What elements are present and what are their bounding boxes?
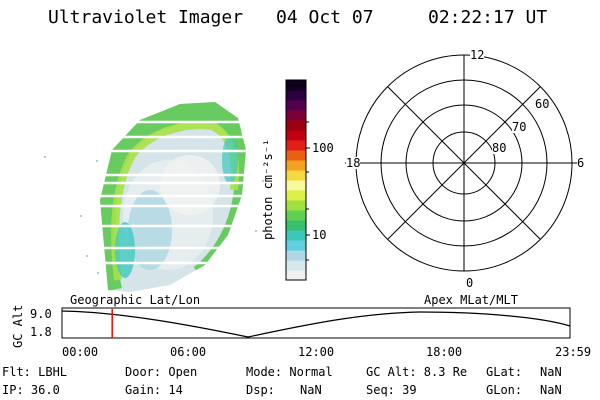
colorbar-cell	[286, 260, 306, 271]
geographic-title: Geographic Lat/Lon	[70, 293, 201, 307]
date-label: 04 Oct 07	[276, 7, 374, 28]
altitude-curve	[61, 310, 571, 338]
altitude-min-label: 1.8	[30, 325, 52, 339]
colorbar-cell	[286, 250, 306, 261]
status-seq: Seq: 39	[366, 383, 417, 397]
colorbar-cell	[286, 90, 306, 101]
colorbar-cell	[286, 160, 306, 171]
colorbar-cell	[286, 120, 306, 131]
polar-label-80: 80	[492, 141, 507, 155]
colorbar-cell	[286, 100, 306, 111]
altitude-max-label: 9.0	[30, 307, 52, 321]
status-dsp-value: NaN	[300, 383, 322, 397]
x-tick-3: 18:00	[426, 345, 463, 359]
altitude-strip-frame	[61, 307, 571, 339]
colorbar-tick-100: 100	[312, 141, 334, 155]
colorbar-cell	[286, 240, 306, 251]
time-label: 02:22:17 UT	[428, 7, 548, 28]
status-door: Door: Open	[125, 365, 198, 379]
colorbar-tick-10: 10	[312, 228, 327, 242]
status-gain: Gain: 14	[125, 383, 183, 397]
status-glon-value: NaN	[540, 383, 562, 397]
instrument-title: Ultraviolet Imager	[48, 7, 244, 28]
colorbar-cell	[286, 190, 306, 201]
colorbar-cell	[286, 110, 306, 121]
colorbar-cell	[286, 230, 306, 241]
status-mode: Mode: Normal	[246, 365, 333, 379]
colorbar-cell	[286, 270, 306, 281]
apex-title: Apex MLat/MLT	[424, 293, 518, 307]
colorbar-cell	[286, 150, 306, 161]
colorbar-frame	[285, 79, 307, 281]
polar-diagonal-2	[387, 86, 541, 240]
colorbar-cell	[286, 220, 306, 231]
polar-label-6: 6	[577, 156, 585, 170]
x-tick-2: 12:00	[298, 345, 335, 359]
colorbar-cell	[286, 170, 306, 181]
status-glon-label: GLon:	[486, 383, 523, 397]
x-tick-0: 00:00	[62, 345, 99, 359]
x-tick-1: 06:00	[170, 345, 207, 359]
colorbar-cell	[286, 130, 306, 141]
colorbar-cell	[286, 180, 306, 191]
colorbar-cell	[286, 80, 306, 91]
polar-label-0: 0	[466, 276, 474, 290]
polar-label-70: 70	[512, 120, 527, 134]
colorbar-gradient	[286, 80, 306, 281]
x-tick-4: 23:59	[555, 345, 592, 359]
status-glat-value: NaN	[540, 365, 562, 379]
polar-label-60: 60	[535, 97, 550, 111]
status-ip: IP: 36.0	[2, 383, 60, 397]
polar-label-12: 12	[470, 48, 485, 62]
colorbar-cell	[286, 140, 306, 151]
colorbar-cell	[286, 210, 306, 221]
colorbar-cell	[286, 200, 306, 211]
status-filter: Flt: LBHL	[2, 365, 68, 379]
polar-label-18: 18	[346, 156, 361, 170]
status-glat-label: GLat:	[486, 365, 523, 379]
status-dsp-label: Dsp:	[246, 383, 275, 397]
status-gc-alt: GC Alt: 8.3 Re	[366, 365, 468, 379]
